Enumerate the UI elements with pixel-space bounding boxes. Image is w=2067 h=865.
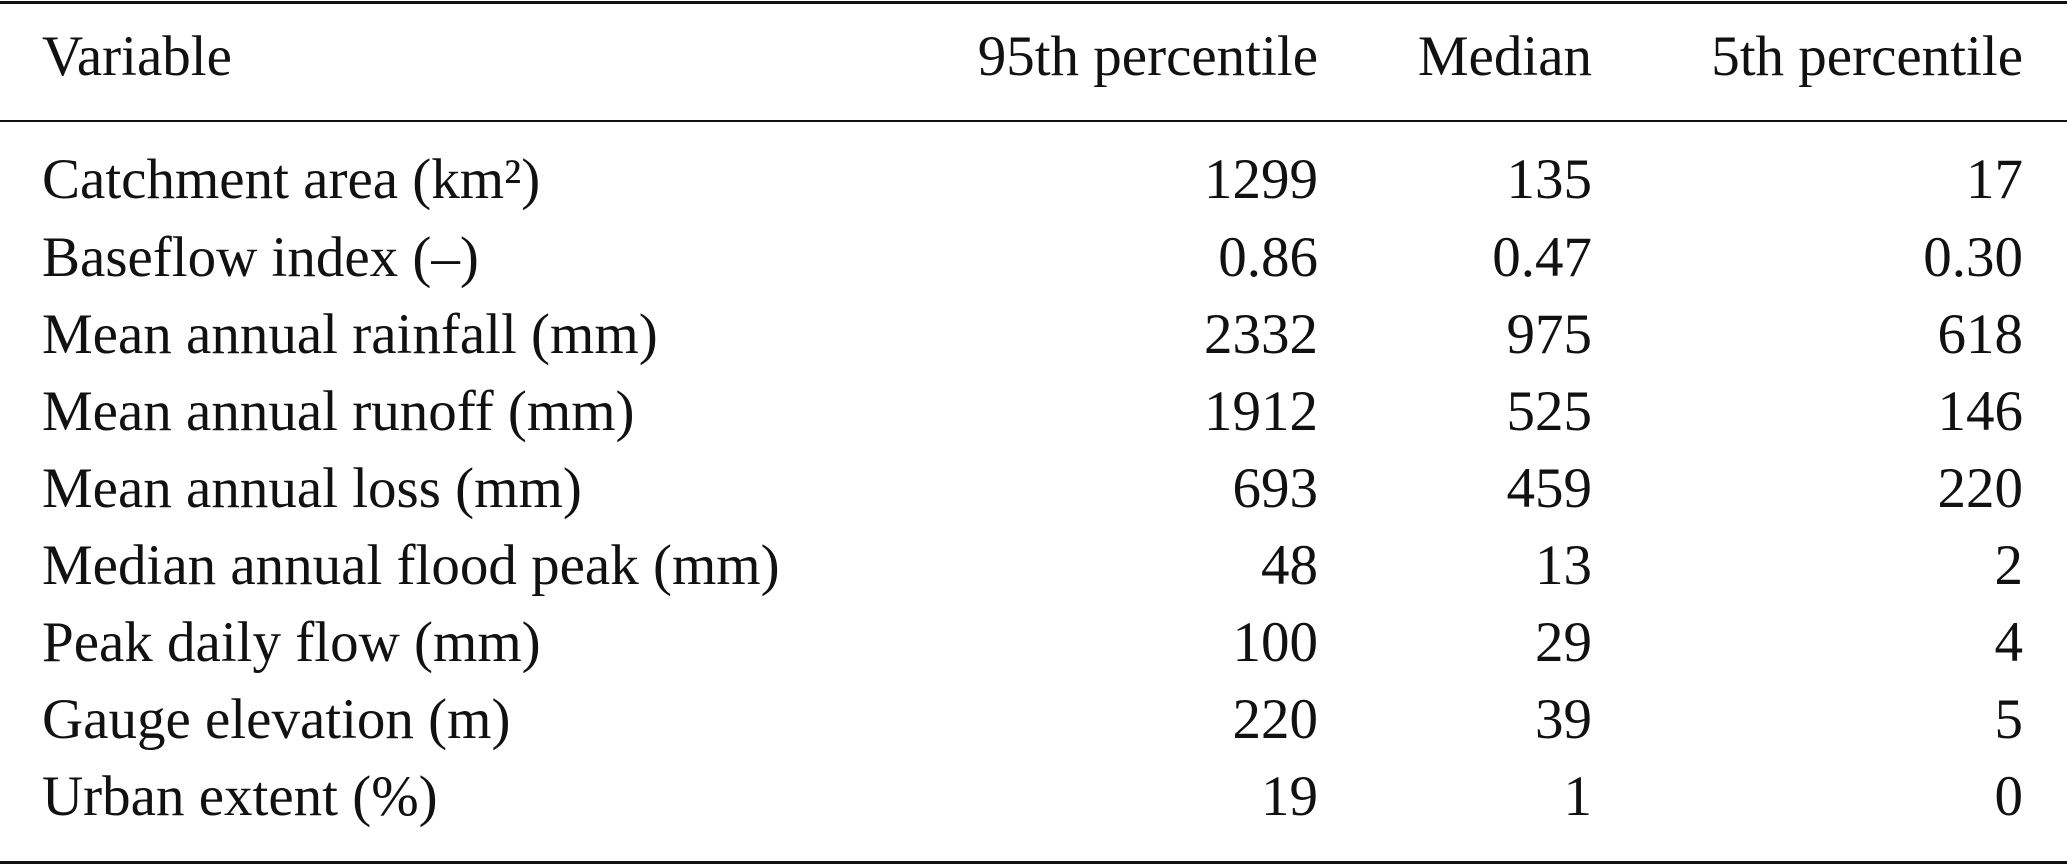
row-label: Mean annual runoff (mm) (42, 380, 635, 443)
value-cell: 1912 (1204, 380, 1318, 443)
row-label: Baseflow index (–) (42, 226, 479, 289)
value-cell: 525 (1506, 380, 1593, 443)
value-cell: 29 (1535, 611, 1592, 674)
value-cell: 693 (1232, 457, 1319, 520)
value-cell: 0.47 (1492, 226, 1592, 289)
header-rule (0, 120, 2067, 122)
value-cell: 4 (1994, 611, 2024, 674)
value-cell: 1 (1563, 765, 1593, 828)
value-cell: 39 (1535, 688, 1592, 751)
row-label: Mean annual loss (mm) (42, 457, 582, 520)
value-cell: 2332 (1204, 303, 1318, 366)
value-cell: 220 (1232, 688, 1319, 751)
header-cell: Variable (42, 25, 232, 88)
bottom-rule (0, 861, 2067, 864)
value-cell: 100 (1232, 611, 1319, 674)
row-label: Mean annual rainfall (mm) (42, 303, 658, 366)
value-cell: 2 (1994, 534, 2024, 597)
row-label: Peak daily flow (mm) (42, 611, 541, 674)
top-rule (0, 1, 2067, 4)
value-cell: 5 (1994, 688, 2024, 751)
value-cell: 17 (1966, 148, 2023, 211)
value-cell: 19 (1261, 765, 1318, 828)
header-cell: 5th percentile (1711, 25, 2023, 88)
row-label: Urban extent (%) (42, 765, 438, 828)
value-cell: 135 (1506, 148, 1593, 211)
row-label: Catchment area (km²) (42, 148, 541, 211)
value-cell: 0.30 (1923, 226, 2023, 289)
value-cell: 13 (1535, 534, 1592, 597)
row-label: Gauge elevation (m) (42, 688, 511, 751)
value-cell: 459 (1506, 457, 1593, 520)
value-cell: 220 (1937, 457, 2024, 520)
header-cell: Median (1417, 25, 1592, 88)
value-cell: 1299 (1204, 148, 1318, 211)
row-label: Median annual flood peak (mm) (42, 534, 780, 597)
value-cell: 48 (1261, 534, 1318, 597)
value-cell: 146 (1937, 380, 2024, 443)
value-cell: 0 (1994, 765, 2024, 828)
value-cell: 0.86 (1218, 226, 1318, 289)
value-cell: 975 (1506, 303, 1593, 366)
value-cell: 618 (1937, 303, 2024, 366)
header-cell: 95th percentile (977, 25, 1318, 88)
